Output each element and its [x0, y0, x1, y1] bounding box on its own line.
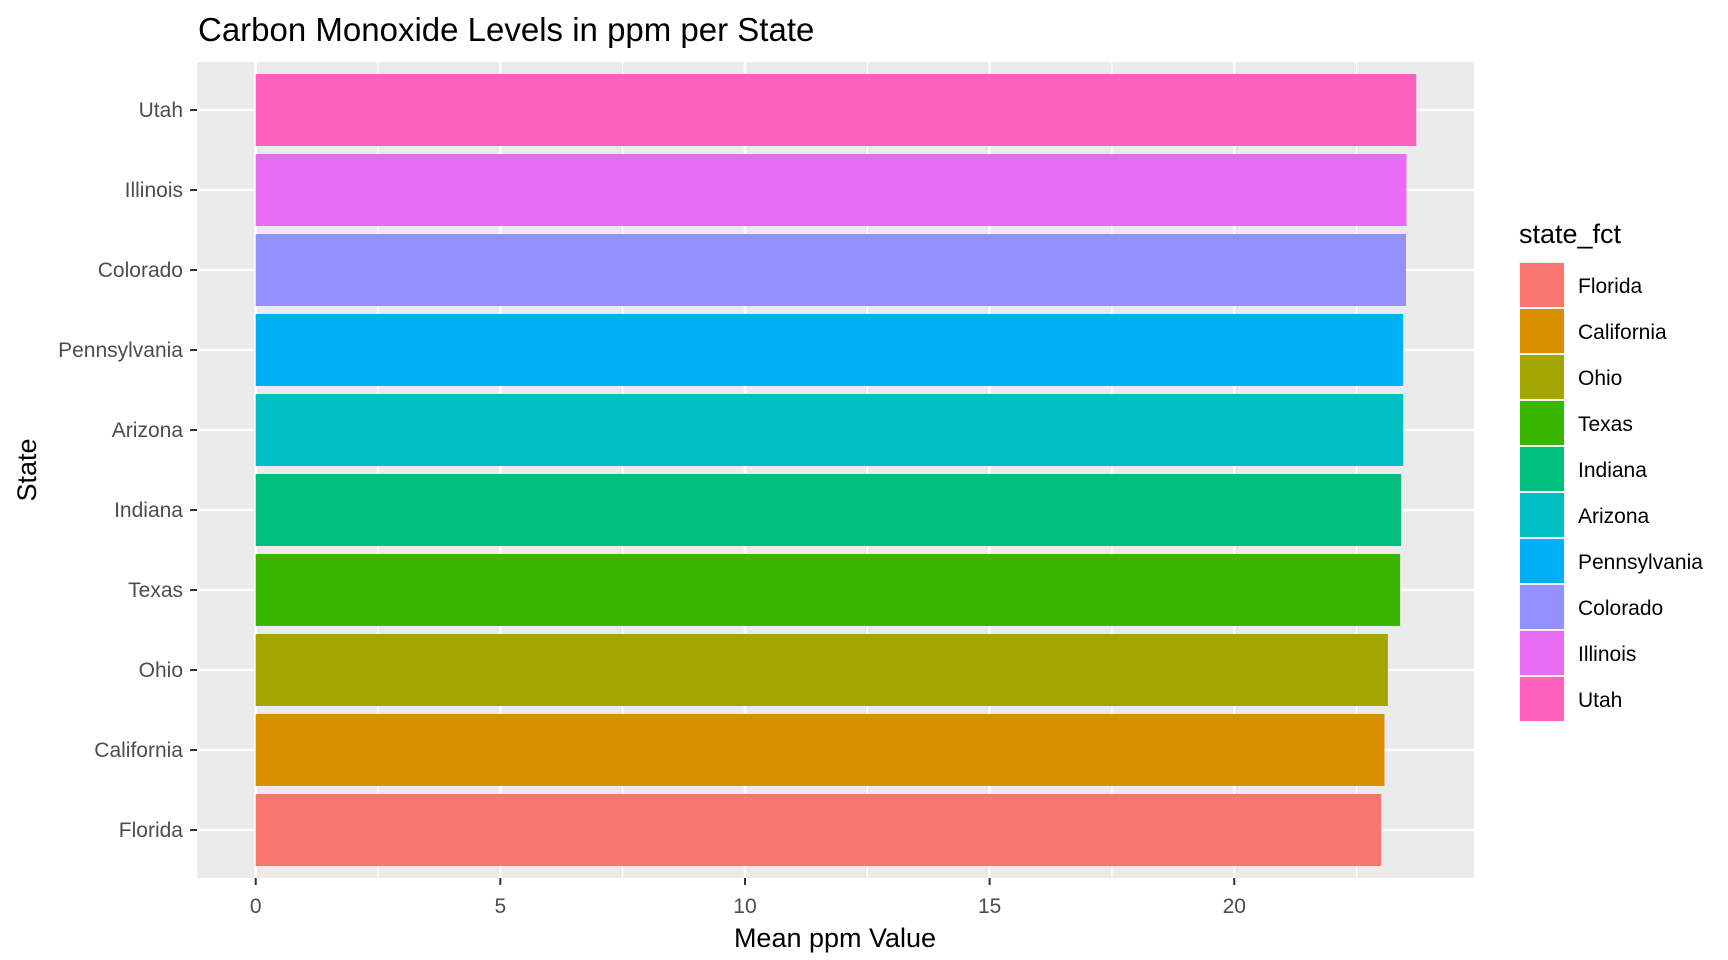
y-tick-label: Texas [128, 579, 183, 602]
legend-title: state_fct [1519, 219, 1622, 249]
legend-swatch-indiana [1520, 447, 1564, 491]
y-tick-label: Colorado [98, 259, 183, 282]
bar-illinois [255, 154, 1407, 226]
bar-california [255, 714, 1385, 786]
bar-arizona [255, 394, 1404, 466]
legend-label: Florida [1578, 275, 1643, 298]
y-axis-title: State [12, 438, 42, 501]
legend-swatch-texas [1520, 401, 1564, 445]
bar-colorado [255, 234, 1406, 306]
bar-pennsylvania [255, 314, 1404, 386]
legend: state_fct Florida California Ohio Texas Indi… [1519, 219, 1703, 722]
y-tick-label: Arizona [112, 419, 184, 442]
y-tick-label: Utah [139, 99, 183, 122]
legend-swatch-florida [1520, 263, 1564, 307]
bar-ohio [255, 634, 1388, 706]
legend-swatch-colorado [1520, 585, 1564, 629]
y-tick-label: Pennsylvania [58, 339, 183, 362]
y-tick-label: Illinois [125, 179, 183, 202]
x-tick-label: 5 [495, 895, 507, 918]
legend-label: California [1578, 321, 1667, 344]
legend-label: Arizona [1578, 505, 1650, 528]
y-tick-label: Indiana [114, 499, 183, 522]
legend-swatch-pennsylvania [1520, 539, 1564, 583]
legend-swatch-utah [1520, 677, 1564, 721]
legend-swatch-california [1520, 309, 1564, 353]
legend-swatch-ohio [1520, 355, 1564, 399]
legend-label: Colorado [1578, 597, 1663, 620]
legend-label: Indiana [1578, 459, 1647, 482]
x-tick-label: 20 [1223, 895, 1246, 918]
legend-label: Texas [1578, 413, 1633, 436]
legend-label: Utah [1578, 689, 1622, 712]
bar-florida [255, 794, 1382, 866]
y-tick-label: Ohio [139, 659, 183, 682]
y-axis: Florida California Ohio Texas Indiana Arizona… [58, 99, 197, 842]
y-tick-label: California [94, 739, 183, 762]
bar-texas [255, 554, 1401, 626]
x-tick-label: 10 [733, 895, 756, 918]
legend-swatch-arizona [1520, 493, 1564, 537]
x-axis-title: Mean ppm Value [734, 923, 936, 953]
bar-indiana [255, 474, 1402, 546]
x-axis: 0 5 10 15 20 [250, 878, 1246, 918]
y-tick-label: Florida [119, 819, 184, 842]
chart-title: Carbon Monoxide Levels in ppm per State [198, 11, 814, 48]
legend-label: Pennsylvania [1578, 551, 1703, 574]
bars [255, 74, 1417, 866]
legend-label: Illinois [1578, 643, 1636, 666]
bar-utah [255, 74, 1417, 146]
x-tick-label: 15 [978, 895, 1001, 918]
legend-swatch-illinois [1520, 631, 1564, 675]
legend-label: Ohio [1578, 367, 1622, 390]
x-tick-label: 0 [250, 895, 262, 918]
